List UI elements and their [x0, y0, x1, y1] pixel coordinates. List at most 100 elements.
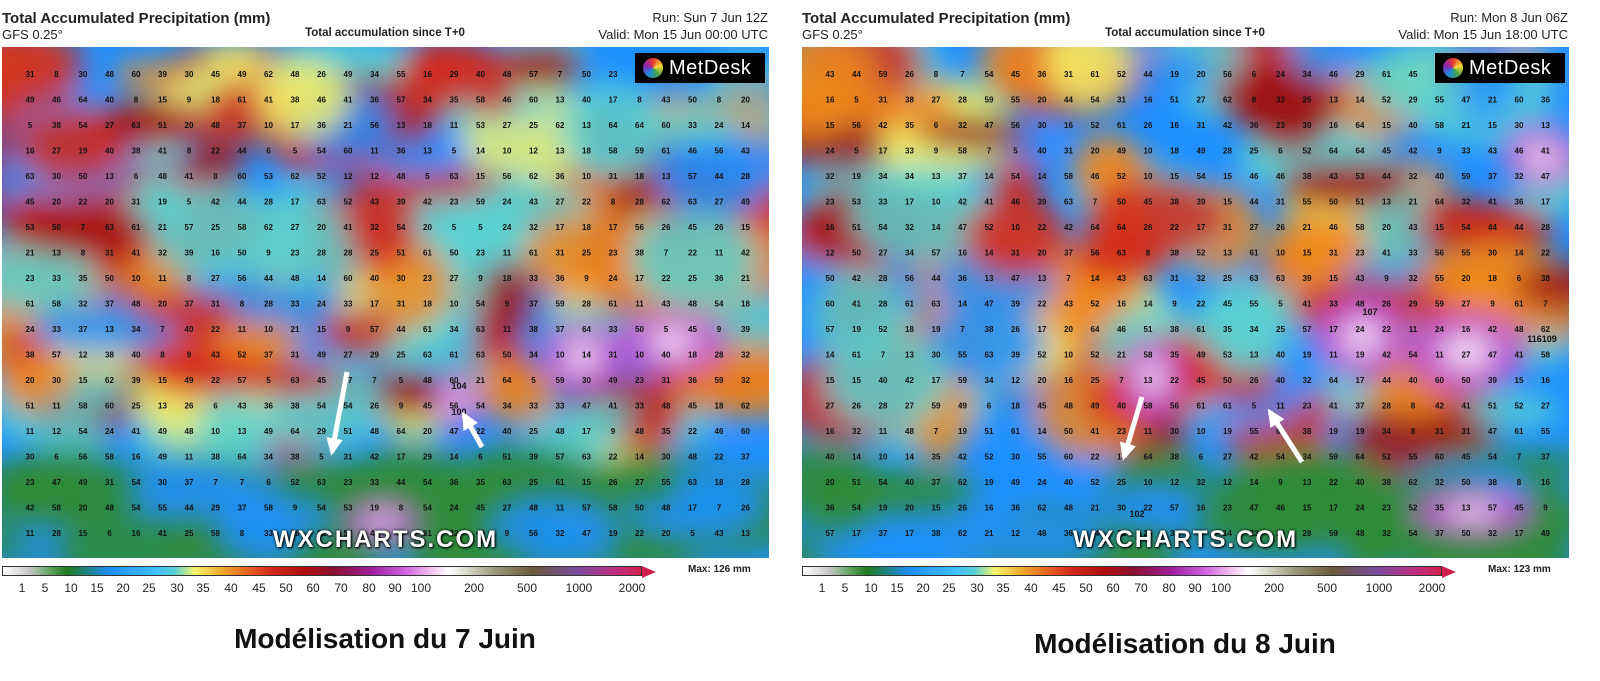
- grid-value: 20: [1091, 147, 1100, 156]
- grid-value: 29: [317, 427, 326, 436]
- grid-value: 11: [450, 121, 459, 130]
- grid-value: 52: [985, 453, 994, 462]
- grid-value: 63: [476, 351, 485, 360]
- grid-value: 40: [132, 351, 141, 360]
- grid-value: 15: [826, 376, 835, 385]
- grid-value: 58: [476, 96, 485, 105]
- panel-7-june: Total Accumulated Precipitation (mm) GFS…: [2, 10, 782, 654]
- grid-value: 61: [1091, 70, 1100, 79]
- grid-value: 21: [1117, 529, 1126, 538]
- grid-value: 42: [879, 121, 888, 130]
- grid-value: 22: [1170, 223, 1179, 232]
- grid-value: 64: [582, 325, 591, 334]
- grid-value: 10: [582, 172, 591, 181]
- grid-value: 39: [1038, 198, 1047, 207]
- grid-value: 20: [1197, 70, 1206, 79]
- grid-value: 8: [213, 172, 218, 181]
- panel-caption: Modélisation du 8 Juin: [1034, 628, 1336, 659]
- grid-value: 43: [1064, 300, 1073, 309]
- grid-value: 58: [1144, 351, 1153, 360]
- grid-value: 59: [1329, 529, 1338, 538]
- grid-value: 34: [529, 351, 538, 360]
- grid-value: 7: [960, 325, 965, 334]
- grid-value: 12: [52, 427, 61, 436]
- grid-value: 26: [185, 402, 194, 411]
- grid-value: 55: [1303, 198, 1312, 207]
- grid-value: 58: [1064, 172, 1073, 181]
- grid-value: 57: [582, 504, 591, 513]
- precip-blob: [248, 225, 319, 263]
- grid-value: 7: [240, 478, 245, 487]
- grid-value: 34: [423, 96, 432, 105]
- grid-value: 5: [187, 198, 192, 207]
- grid-value: 42: [370, 453, 379, 462]
- precip-blob: [483, 252, 535, 341]
- grid-value: 7: [1093, 198, 1098, 207]
- grid-value: 45: [688, 325, 697, 334]
- precip-blob: [1341, 319, 1383, 355]
- grid-value: 23: [476, 249, 485, 258]
- grid-value: 31: [609, 172, 618, 181]
- grid-value: 8: [611, 198, 616, 207]
- grid-value: 42: [1250, 453, 1259, 462]
- highlight-value: 100: [451, 407, 466, 417]
- grid-value: 61: [1250, 249, 1259, 258]
- grid-value: 56: [1170, 402, 1179, 411]
- grid-value: 16: [1064, 376, 1073, 385]
- grid-value: 27: [105, 121, 114, 130]
- grid-value: 10: [1144, 172, 1153, 181]
- grid-value: 8: [54, 70, 59, 79]
- grid-value: 54: [344, 402, 353, 411]
- grid-value: 22: [688, 427, 697, 436]
- grid-value: 12: [1170, 478, 1179, 487]
- grid-value: 12: [1011, 529, 1020, 538]
- grid-value: 16: [211, 249, 220, 258]
- grid-value: 55: [1462, 249, 1471, 258]
- grid-value: 64: [79, 96, 88, 105]
- grid-value: 38: [1488, 478, 1497, 487]
- grid-value: 28: [635, 198, 644, 207]
- grid-value: 55: [1435, 274, 1444, 283]
- grid-value: 13: [1541, 121, 1550, 130]
- colorbar: Max: 126 mm 1 5 10 15 20 25 30 35 40 45 50 60 70 80 90…: [2, 564, 782, 604]
- grid-value: 20: [662, 529, 671, 538]
- grid-value: 63: [1117, 249, 1126, 258]
- grid-value: 60: [344, 274, 353, 283]
- grid-value: 41: [1541, 147, 1550, 156]
- grid-value: 52: [1409, 504, 1418, 513]
- grid-value: 28: [52, 529, 61, 538]
- grid-value: 11: [1329, 351, 1338, 360]
- grid-value: 24: [1038, 478, 1047, 487]
- precip-blob: [237, 361, 343, 398]
- grid-value: 19: [985, 478, 994, 487]
- grid-value: 19: [879, 504, 888, 513]
- grid-value: 47: [397, 529, 406, 538]
- grid-value: 8: [1252, 96, 1257, 105]
- grid-value: 22: [1197, 300, 1206, 309]
- grid-value: 63: [450, 172, 459, 181]
- grid-value: 47: [582, 529, 591, 538]
- grid-value: 34: [985, 376, 994, 385]
- grid-value: 51: [26, 402, 35, 411]
- grid-value: 48: [397, 172, 406, 181]
- grid-value: 61: [423, 325, 432, 334]
- precip-blob: [1190, 480, 1349, 558]
- grid-value: 6: [987, 402, 992, 411]
- precip-blob: [102, 103, 185, 148]
- grid-value: 28: [264, 198, 273, 207]
- grid-value: 18: [635, 172, 644, 181]
- grid-value: 40: [1064, 478, 1073, 487]
- grid-value: 45: [26, 198, 35, 207]
- grid-value: 44: [397, 325, 406, 334]
- grid-value: 62: [291, 172, 300, 181]
- grid-value: 28: [715, 351, 724, 360]
- grid-value: 23: [1356, 249, 1365, 258]
- grid-value: 15: [1117, 453, 1126, 462]
- grid-value: 55: [958, 351, 967, 360]
- grid-value: 47: [1488, 351, 1497, 360]
- precip-blob: [344, 172, 418, 272]
- grid-value: 56: [1011, 121, 1020, 130]
- grid-value: 25: [688, 274, 697, 283]
- grid-value: 60: [1435, 453, 1444, 462]
- grid-value: 32: [958, 121, 967, 130]
